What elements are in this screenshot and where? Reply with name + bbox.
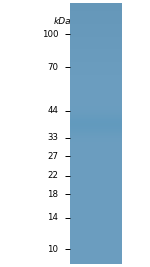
Text: kDa: kDa [54, 17, 71, 26]
Text: 100: 100 [42, 30, 58, 39]
Text: 44: 44 [47, 106, 58, 115]
Text: 33: 33 [47, 133, 58, 142]
Text: 27: 27 [47, 152, 58, 161]
Text: 10: 10 [47, 245, 58, 254]
Text: 14: 14 [47, 213, 58, 222]
Text: 22: 22 [47, 171, 58, 180]
Text: 18: 18 [47, 190, 58, 199]
Text: 70: 70 [47, 63, 58, 72]
